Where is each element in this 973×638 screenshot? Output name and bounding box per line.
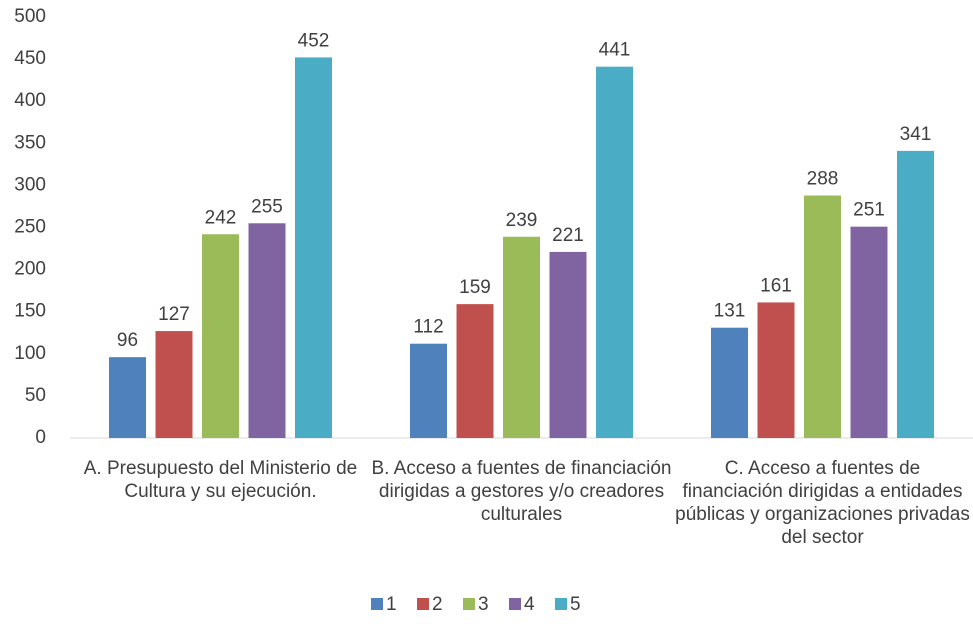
y-tick-label: 400: [14, 90, 46, 111]
legend-label: 2: [432, 594, 443, 615]
x-tick-label: C. Acceso a fuentes de financiación diri…: [675, 458, 970, 548]
y-tick-label: 50: [25, 385, 46, 406]
legend-swatch: [417, 598, 429, 610]
value-label: 288: [807, 169, 839, 190]
value-label: 161: [760, 275, 792, 296]
bar: [155, 331, 193, 438]
value-label: 255: [251, 196, 283, 217]
y-tick-label: 150: [14, 301, 46, 322]
bar: [711, 327, 748, 438]
legend-swatch: [371, 598, 383, 610]
legend-swatch: [463, 598, 475, 610]
value-label: 96: [117, 330, 138, 351]
value-label: 239: [506, 210, 538, 231]
legend-label: 1: [386, 594, 397, 615]
legend-label: 5: [570, 594, 581, 615]
y-tick-label: 350: [14, 132, 46, 153]
value-label: 441: [599, 40, 631, 61]
value-label: 131: [714, 301, 746, 322]
bar: [850, 226, 888, 438]
legend-swatch: [509, 598, 521, 610]
y-tick-label: 0: [35, 427, 46, 448]
bar: [503, 236, 540, 438]
value-label: 251: [853, 200, 885, 221]
bar: [897, 150, 934, 439]
legend-label: 4: [524, 594, 535, 615]
y-tick-label: 300: [14, 174, 46, 195]
value-label: 341: [900, 124, 932, 145]
value-label: 221: [552, 225, 584, 246]
bar: [456, 304, 494, 438]
value-label: 159: [459, 277, 491, 298]
bar: [757, 302, 795, 438]
bar: [202, 234, 239, 438]
bar: [804, 195, 841, 438]
legend-label: 3: [478, 594, 489, 615]
value-label: 127: [158, 304, 190, 325]
legend-swatch: [555, 598, 567, 610]
value-label: 242: [205, 207, 237, 228]
x-tick-label: A. Presupuesto del Ministerio de Cultura…: [83, 458, 358, 502]
x-tick-label: B. Acceso a fuentes de financiación diri…: [371, 458, 672, 525]
y-tick-label: 200: [14, 259, 46, 280]
y-tick-label: 100: [14, 343, 46, 364]
y-tick-label: 450: [14, 48, 46, 69]
bar: [549, 251, 587, 438]
bar: [109, 357, 146, 438]
bar: [596, 66, 633, 438]
bar: [410, 343, 447, 438]
bar: [248, 223, 286, 438]
y-tick-label: 500: [14, 6, 46, 27]
bar: [295, 57, 332, 438]
value-label: 452: [298, 30, 330, 51]
y-tick-label: 250: [14, 217, 46, 238]
value-label: 112: [413, 317, 443, 338]
